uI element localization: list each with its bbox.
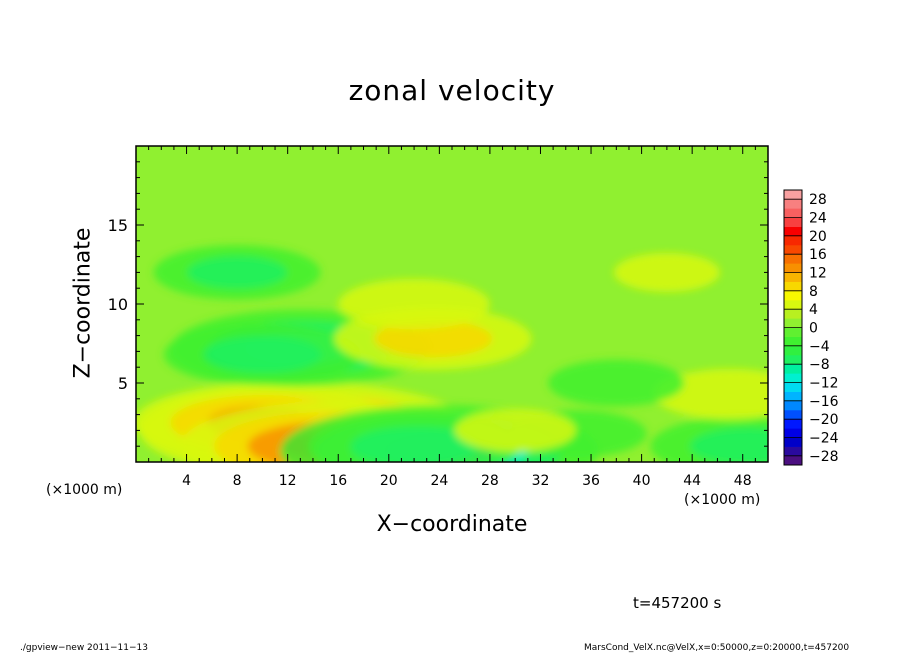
colorbar-swatch bbox=[784, 272, 802, 282]
colorbar-swatch bbox=[784, 437, 802, 447]
colorbar-swatch bbox=[784, 345, 802, 356]
x-axis: 4 8 12 16 20 24 28 32 36 40 44 48 bbox=[148, 146, 756, 489]
colorbar-swatch bbox=[784, 300, 802, 310]
colorbar-swatch bbox=[784, 446, 802, 457]
velocity-feature bbox=[187, 256, 288, 289]
colorbar-swatch bbox=[784, 318, 802, 328]
colorbar-label: −4 bbox=[809, 339, 830, 355]
colorbar-swatch bbox=[784, 428, 802, 438]
velocity-feature bbox=[373, 320, 493, 358]
colorbar-label: −12 bbox=[809, 376, 839, 392]
y-tick-label: 10 bbox=[108, 295, 128, 314]
x-tick-label: 44 bbox=[683, 473, 701, 489]
velocity-feature bbox=[454, 408, 576, 452]
x-tick-label: 16 bbox=[329, 473, 347, 489]
y-tick-label: 15 bbox=[108, 216, 128, 235]
colorbar-swatch bbox=[784, 391, 802, 402]
x-tick-label: 36 bbox=[582, 473, 600, 489]
colorbar-swatch bbox=[784, 327, 802, 337]
velocity-field bbox=[136, 245, 768, 462]
time-annotation: t=457200 s bbox=[633, 594, 722, 612]
velocity-feature bbox=[350, 426, 478, 462]
colorbar-swatch bbox=[784, 382, 802, 392]
x-tick-label: 40 bbox=[633, 473, 651, 489]
colorbar-swatch bbox=[784, 355, 802, 365]
colorbar-swatch bbox=[784, 235, 802, 246]
colorbar-swatch bbox=[784, 290, 802, 301]
velocity-feature bbox=[548, 359, 685, 407]
colorbar-swatch bbox=[784, 281, 802, 292]
footer-right: MarsCond_VelX.nc@VelX,x=0:50000,z=0:2000… bbox=[584, 643, 850, 653]
x-tick-label: 4 bbox=[182, 473, 191, 489]
colorbar-label: −16 bbox=[809, 394, 839, 410]
colorbar-label: −8 bbox=[809, 357, 830, 373]
velocity-feature bbox=[338, 278, 490, 330]
colorbar-swatch bbox=[784, 208, 802, 218]
x-tick-label: 20 bbox=[380, 473, 398, 489]
velocity-feature bbox=[689, 427, 768, 462]
velocity-feature bbox=[203, 335, 322, 374]
x-tick-label: 8 bbox=[233, 473, 242, 489]
x-axis-label: X−coordinate bbox=[376, 512, 528, 537]
colorbar-label: −20 bbox=[809, 412, 839, 428]
colorbar-swatch bbox=[784, 419, 802, 429]
colorbar-label: 12 bbox=[809, 266, 827, 282]
colorbar-swatch bbox=[784, 263, 802, 273]
colorbar-label: 8 bbox=[809, 284, 818, 300]
colorbar-swatch bbox=[784, 400, 802, 411]
colorbar-swatch bbox=[784, 254, 802, 264]
colorbar-label: −24 bbox=[809, 431, 839, 447]
colorbar-label: 24 bbox=[809, 211, 827, 227]
colorbar-label: 4 bbox=[809, 302, 818, 318]
colorbar-swatch bbox=[784, 309, 802, 319]
colorbar-swatch bbox=[784, 373, 802, 383]
colorbar-label: 28 bbox=[809, 192, 827, 208]
colorbar-swatch bbox=[784, 410, 802, 420]
colorbar: −28 −24 −20 −16 −12 −8 −4 0 4 8 12 16 20 24 28 bbox=[783, 189, 839, 466]
colorbar-label: −28 bbox=[809, 449, 839, 465]
colorbar-swatch bbox=[784, 190, 802, 200]
colorbar-swatch bbox=[784, 199, 802, 209]
y-axis: 5 10 15 bbox=[108, 161, 768, 447]
velocity-feature bbox=[613, 252, 720, 292]
x-tick-label: 48 bbox=[734, 473, 752, 489]
colorbar-swatch bbox=[784, 226, 802, 237]
x-tick-label: 24 bbox=[430, 473, 448, 489]
y-tick-label: 5 bbox=[118, 374, 128, 393]
colorbar-label: 16 bbox=[809, 247, 827, 263]
x-unit-right: (×1000 m) bbox=[684, 492, 761, 508]
y-axis-label: Z−coordinate bbox=[70, 227, 96, 379]
x-tick-label: 32 bbox=[532, 473, 550, 489]
colorbar-swatch bbox=[784, 245, 802, 255]
colorbar-swatch bbox=[784, 217, 802, 227]
x-tick-label: 12 bbox=[279, 473, 297, 489]
chart-title: zonal velocity bbox=[348, 74, 556, 107]
colorbar-swatch bbox=[784, 336, 802, 347]
colorbar-swatch bbox=[784, 364, 802, 374]
colorbar-swatch bbox=[784, 455, 802, 466]
x-unit-left: (×1000 m) bbox=[46, 482, 123, 498]
colorbar-label: 20 bbox=[809, 229, 827, 245]
footer-left: ./gpview−new 2011−11−13 bbox=[20, 643, 148, 653]
x-tick-label: 28 bbox=[481, 473, 499, 489]
colorbar-label: 0 bbox=[809, 321, 818, 337]
